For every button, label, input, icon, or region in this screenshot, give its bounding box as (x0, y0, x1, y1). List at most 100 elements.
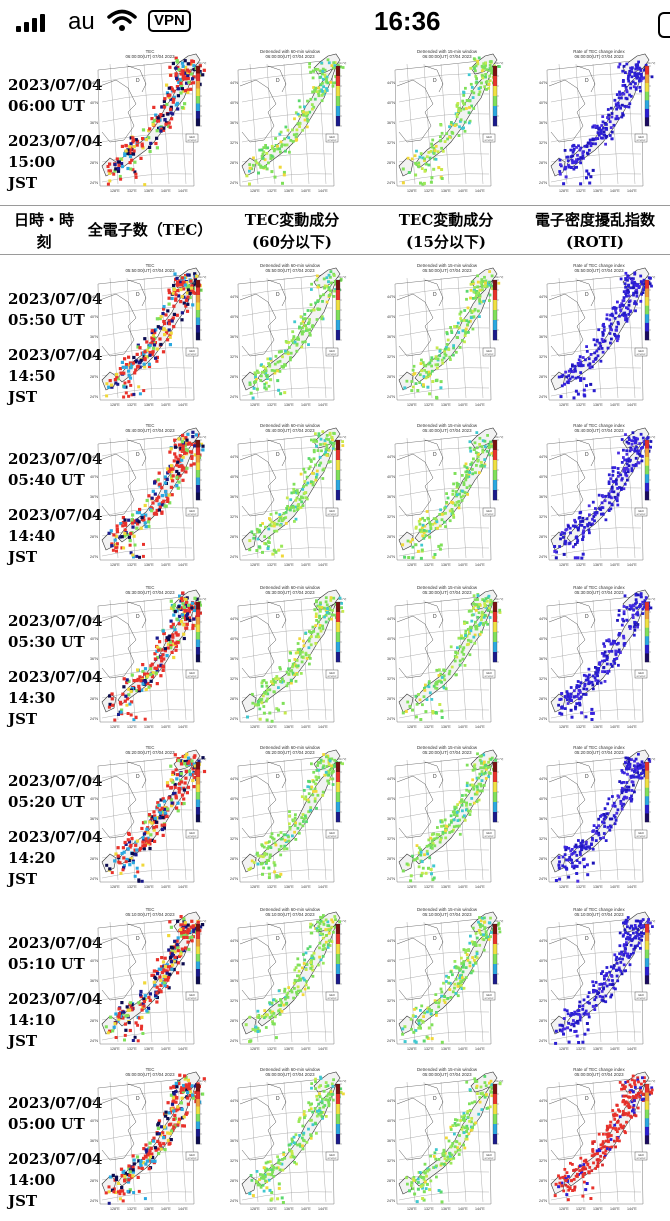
data-square (442, 824, 446, 828)
map-meridian (592, 437, 602, 559)
data-square (257, 703, 260, 707)
continent-coastline (424, 761, 444, 789)
data-square (629, 446, 633, 450)
data-square (132, 355, 136, 360)
lat-label: 36°N (90, 335, 98, 339)
legend-box-line: GEO (329, 509, 335, 513)
data-square (420, 543, 424, 547)
data-square (157, 502, 161, 506)
data-square (484, 75, 487, 79)
data-square (468, 119, 472, 123)
data-square (179, 81, 183, 85)
map-panel-det15[interactable]: Detrended with 15-min window 05:40:00(UT)… (385, 420, 510, 570)
map-panel-det15[interactable]: Detrended with 15-min window 05:50:00(UT)… (385, 260, 510, 410)
data-square (449, 814, 453, 818)
data-square (470, 613, 474, 617)
data-square (569, 692, 573, 696)
data-square (299, 472, 303, 476)
data-square (287, 136, 291, 140)
map-panel-det15[interactable]: Detrended with 15-min window 06:00:00(UT)… (385, 46, 510, 196)
data-square (430, 356, 434, 360)
data-square (640, 75, 643, 79)
data-square (283, 363, 286, 366)
data-square (192, 283, 196, 287)
legend-box (185, 507, 199, 517)
data-square (452, 482, 455, 486)
map-parallel (101, 173, 193, 183)
data-square (487, 86, 491, 90)
data-square (273, 863, 277, 867)
data-square (459, 636, 463, 640)
data-square (483, 604, 487, 608)
data-square (313, 88, 317, 92)
colorbar-segment (196, 617, 200, 625)
data-square (583, 684, 587, 688)
map-panel-roti[interactable]: Rate of TEC change index 05:20:00(UT) 07/… (537, 742, 662, 892)
data-square (428, 856, 432, 860)
map-meridian (474, 599, 484, 721)
data-square (127, 859, 131, 863)
lon-label: 128°E (250, 885, 260, 889)
map-panel-det60[interactable]: Detrended with 60-min window 05:40:00(UT)… (228, 420, 353, 570)
data-square (572, 144, 576, 148)
data-square (575, 695, 579, 698)
map-parallel (241, 709, 333, 719)
lat-label: 40°N (230, 637, 238, 641)
data-square (158, 337, 162, 341)
data-square (267, 384, 271, 388)
map-meridian (143, 759, 153, 881)
data-square (488, 79, 492, 83)
data-square (169, 644, 173, 648)
data-square (630, 467, 634, 470)
lon-label: 136°E (593, 563, 603, 567)
data-square (469, 316, 473, 320)
map-panel-det15[interactable]: Detrended with 15-min window 05:20:00(UT)… (385, 742, 510, 892)
data-square (455, 811, 459, 814)
data-square (610, 130, 614, 134)
data-square (272, 837, 276, 841)
data-square (616, 619, 619, 622)
map-panel-det60[interactable]: Detrended with 60-min window 05:20:00(UT)… (228, 742, 353, 892)
data-square (326, 779, 330, 783)
data-square (171, 467, 175, 471)
data-square (636, 284, 640, 288)
data-square (424, 710, 428, 714)
data-square (295, 673, 299, 676)
data-square (186, 62, 190, 66)
data-square (624, 277, 627, 280)
map-panel-roti[interactable]: Rate of TEC change index 06:00:00(UT) 07/… (537, 46, 662, 196)
map-panel-roti[interactable]: Rate of TEC change index 05:50:00(UT) 07/… (537, 260, 662, 410)
map-panel-roti[interactable]: Rate of TEC change index 05:30:00(UT) 07/… (537, 582, 662, 732)
data-square (464, 470, 468, 474)
data-square (470, 311, 474, 314)
data-square (181, 77, 185, 81)
map-figure: Detrended with 15-min window05:40:00(UT)… (387, 423, 503, 567)
data-square (560, 692, 564, 695)
data-square (319, 461, 323, 465)
map-panel-det60[interactable]: Detrended with 60-min window 05:30:00(UT)… (228, 582, 353, 732)
data-square (167, 493, 171, 497)
data-square (627, 303, 631, 307)
map-panel-roti[interactable]: Rate of TEC change index 05:40:00(UT) 07/… (537, 420, 662, 570)
data-square (623, 83, 627, 87)
data-square (114, 534, 118, 538)
data-square (311, 625, 315, 629)
data-square (254, 376, 257, 379)
panel-timestamp: 05:20:00(UT) 07/04 2023 (125, 750, 175, 755)
data-square (293, 340, 297, 344)
data-square (307, 343, 310, 346)
data-square (273, 371, 277, 375)
data-square (281, 181, 284, 185)
map-panel-det60[interactable]: Detrended with 60-min window 06:00:00(UT)… (228, 46, 353, 196)
data-square (609, 126, 613, 129)
map-panel-det15[interactable]: Detrended with 15-min window 05:30:00(UT)… (385, 582, 510, 732)
map-panel-det60[interactable]: Detrended with 60-min window 05:50:00(UT)… (228, 260, 353, 410)
data-square (294, 679, 298, 683)
colorbar-segment (336, 602, 340, 613)
data-square (325, 434, 329, 437)
